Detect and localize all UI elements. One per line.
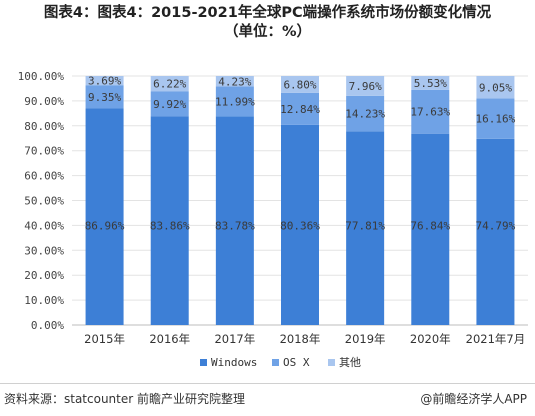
bar-segment-osx (85, 85, 124, 109)
legend-swatch-windows (200, 359, 207, 366)
bar-segment-windows (215, 116, 254, 325)
bar-segment-windows (281, 124, 319, 326)
y-tick-label: 10.00% (24, 294, 64, 307)
bar-segment-other (281, 76, 319, 93)
data-label-windows: 86.96% (85, 219, 125, 232)
bar-segment-other (411, 76, 450, 90)
bar-segment-osx (281, 92, 319, 125)
source-note: 资料来源：statcounter 前瞻产业研究院整理 (4, 392, 246, 406)
x-tick-label: 2016年 (149, 332, 190, 346)
bar-segment-other (215, 76, 254, 87)
data-label-windows: 83.78% (215, 219, 255, 232)
data-label-osx: 11.99% (215, 95, 255, 108)
y-tick-label: 30.00% (24, 244, 64, 257)
bar-segment-osx (150, 91, 189, 117)
y-tick-label: 100.00% (18, 70, 65, 83)
data-label-windows: 83.86% (150, 219, 190, 232)
y-tick-label: 40.00% (24, 219, 64, 232)
data-label-windows: 80.36% (280, 219, 320, 232)
chart-title-line-1: 图表4：图表4：2015-2021年全球PC端操作系统市场份额变化情况 (43, 5, 492, 21)
x-tick-label: 2017年 (214, 332, 255, 346)
bar-segment-windows (411, 133, 450, 325)
bar-segment-windows (150, 116, 189, 325)
chart-title-line-2: （单位：%） (223, 24, 312, 40)
data-label-other: 3.69% (88, 75, 121, 88)
data-label-other: 7.96% (349, 80, 382, 93)
x-tick-label: 2018年 (280, 332, 321, 346)
bar-segment-osx (411, 89, 450, 134)
legend-label-other: 其他 (339, 356, 361, 369)
x-tick-label: 2019年 (345, 332, 386, 346)
legend-swatch-other (328, 359, 335, 366)
data-label-osx: 17.63% (410, 106, 450, 119)
data-label-other: 4.23% (218, 75, 251, 88)
bar-segment-other (150, 76, 189, 92)
stacked-bar-chart: 0.00% 10.00% 20.00% 30.00% 40.00% 50.00% 60.00… (18, 70, 528, 369)
y-tick-label: 60.00% (24, 170, 64, 183)
data-label-other: 6.80% (283, 78, 316, 91)
bar-segment-other (85, 76, 124, 86)
data-label-osx: 9.35% (88, 91, 121, 104)
legend-label-osx: OS X (283, 356, 310, 369)
x-tick-label: 2020年 (410, 332, 451, 346)
data-label-other: 9.05% (479, 81, 512, 94)
data-label-osx: 12.84% (280, 103, 320, 116)
y-tick-label: 50.00% (24, 195, 64, 208)
bar-segment-osx (476, 98, 515, 139)
y-tick-label: 80.00% (24, 120, 64, 133)
x-tick-label: 2015年 (84, 332, 125, 346)
data-label-windows: 77.81% (345, 219, 385, 232)
bar-segment-windows (346, 131, 385, 325)
x-tick-label: 2021年7月 (466, 332, 526, 346)
footer-divider (0, 383, 535, 384)
y-tick-label: 0.00% (31, 319, 64, 332)
y-tick-label: 70.00% (24, 145, 64, 158)
data-label-windows: 76.84% (410, 219, 450, 232)
data-label-osx: 14.23% (345, 108, 385, 121)
bar-segment-windows (476, 138, 515, 325)
legend-label-windows: Windows (211, 356, 257, 369)
data-label-windows: 74.79% (476, 219, 516, 232)
data-label-osx: 16.16% (476, 113, 516, 126)
brand-credit: @前瞻经济学人APP (420, 392, 527, 406)
chart-title: 图表4：图表4：2015-2021年全球PC端操作系统市场份额变化情况 （单位：… (0, 4, 535, 42)
bar-segment-other (346, 76, 385, 96)
data-label-other: 6.22% (153, 78, 186, 91)
y-tick-label: 90.00% (24, 95, 64, 108)
bar-segment-windows (85, 108, 124, 325)
bar-segment-osx (346, 95, 385, 132)
data-label-other: 5.53% (414, 77, 447, 90)
bar-segment-other (476, 76, 515, 99)
y-tick-label: 20.00% (24, 269, 64, 282)
legend-swatch-osx (272, 359, 279, 366)
data-label-osx: 9.92% (153, 98, 186, 111)
bar-segment-osx (215, 86, 254, 117)
